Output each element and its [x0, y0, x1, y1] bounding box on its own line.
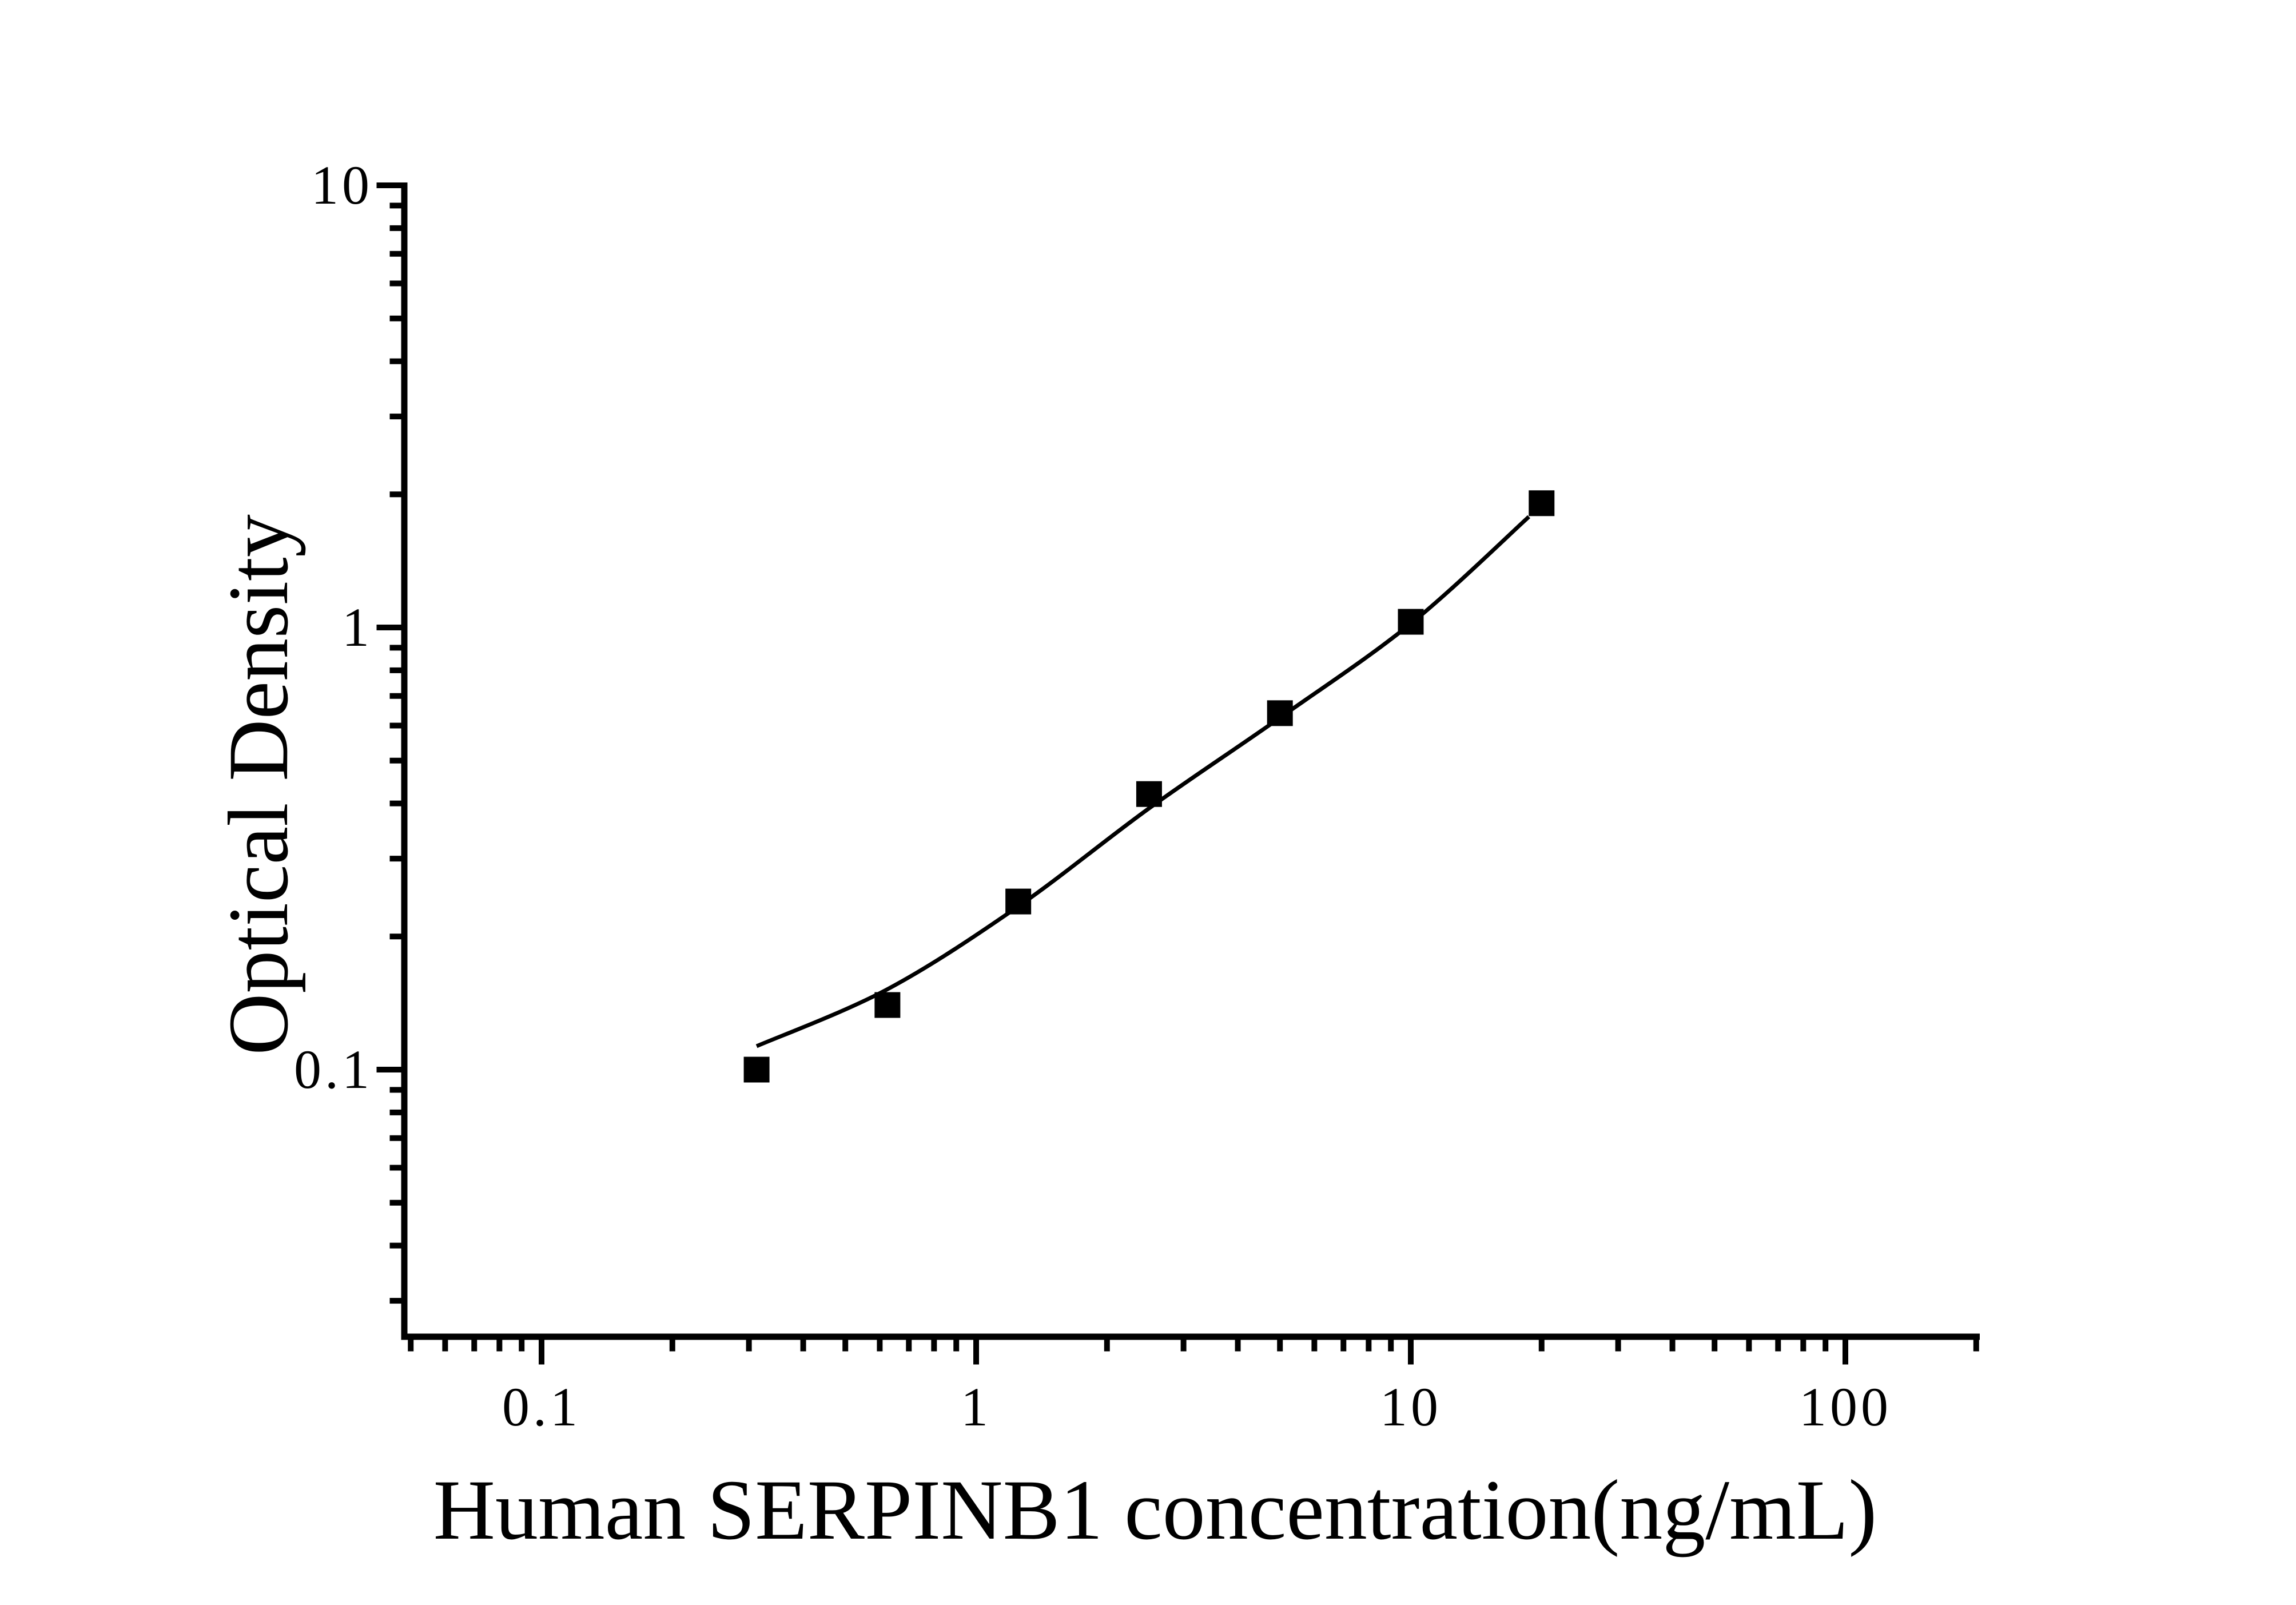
y-tick-label: 1 [342, 597, 373, 658]
data-point-marker [1529, 490, 1555, 517]
x-tick-label: 10 [1380, 1376, 1442, 1437]
y-tick-label: 0.1 [294, 1039, 373, 1100]
data-point-marker [1267, 700, 1293, 726]
data-point-marker [874, 992, 901, 1018]
data-point-marker [743, 1056, 770, 1083]
x-tick-label: 0.1 [502, 1376, 581, 1437]
y-tick-label: 10 [311, 154, 373, 216]
data-point-marker [1005, 888, 1032, 915]
y-axis-title: Optical Density [211, 514, 306, 1055]
x-tick-label: 1 [961, 1376, 992, 1437]
data-point-marker [1136, 781, 1162, 807]
x-axis-title: Human SERPINB1 concentration(ng/mL) [433, 1463, 1877, 1558]
x-tick-label: 100 [1799, 1376, 1892, 1437]
data-point-marker [1398, 609, 1424, 635]
